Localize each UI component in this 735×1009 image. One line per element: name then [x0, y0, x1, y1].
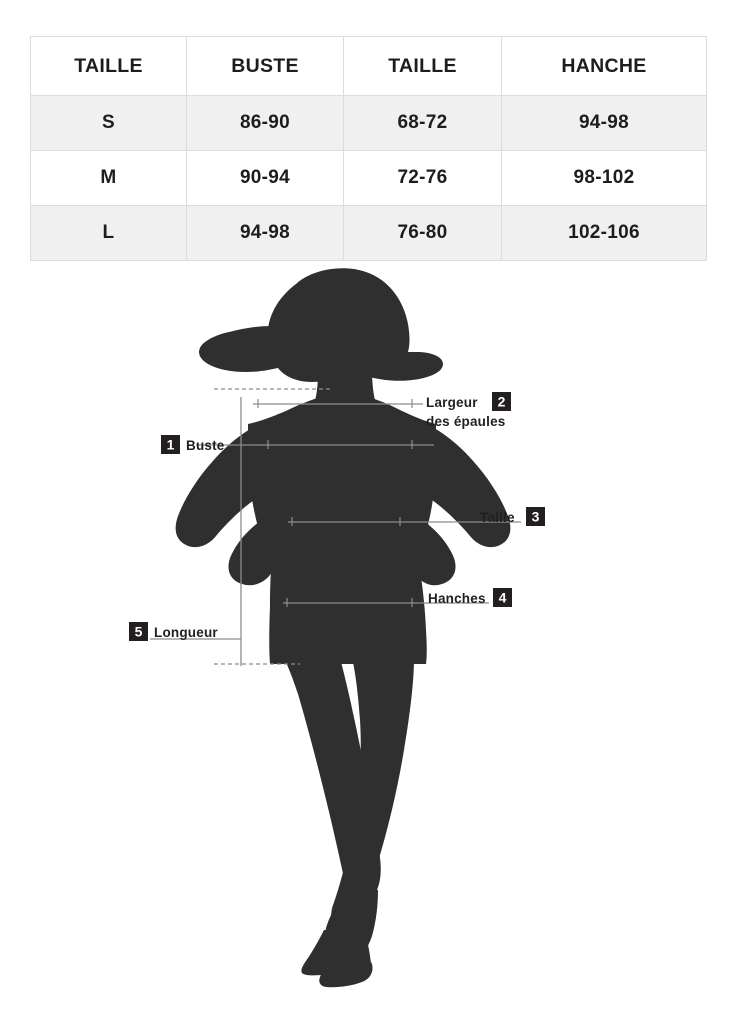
- left-arm-shape: [175, 428, 300, 586]
- badge-2-box: [492, 392, 511, 411]
- table-cell-size: S: [30, 95, 187, 151]
- table-header-row: TAILLE BUSTE TAILLE HANCHE: [30, 36, 707, 96]
- badge-4-box: [493, 588, 512, 607]
- label-waist-text: Taille: [480, 510, 515, 525]
- label-hips-text: Hanches: [428, 591, 486, 606]
- female-silhouette-figure: [175, 268, 511, 988]
- measurement-diagram: 1 Buste Largeur des épaules 2 Taille 3 H…: [0, 258, 735, 1003]
- table-cell-waist: 76-80: [343, 205, 502, 261]
- badge-1-box: [161, 435, 180, 454]
- skirt-shape: [269, 558, 427, 664]
- badge-3-box: [526, 507, 545, 526]
- badge-1-number: 1: [167, 437, 175, 453]
- table-cell-bust: 94-98: [186, 205, 344, 261]
- label-bust-text: Buste: [186, 438, 225, 453]
- badge-5-box: [129, 622, 148, 641]
- measurement-label-bust: 1 Buste: [161, 435, 225, 454]
- size-chart-table-container: TAILLE BUSTE TAILLE HANCHE S 86-90 68-72…: [30, 36, 707, 261]
- label-shoulder-width-line2: des épaules: [426, 414, 506, 429]
- label-length-text: Longueur: [154, 625, 218, 640]
- table-row: S 86-90 68-72 94-98: [30, 95, 707, 151]
- table-cell-hip: 94-98: [501, 95, 707, 151]
- right-leg-shape: [332, 658, 414, 912]
- torso-shape: [248, 394, 436, 436]
- right-foot-shape: [319, 952, 373, 988]
- badge-5-number: 5: [135, 624, 143, 640]
- table-cell-waist: 68-72: [343, 95, 502, 151]
- measurement-lines: [150, 388, 521, 666]
- table-cell-bust: 86-90: [186, 95, 344, 151]
- table-row: L 94-98 76-80 102-106: [30, 205, 707, 261]
- measurement-label-waist: Taille 3: [480, 507, 545, 526]
- table-cell-bust: 90-94: [186, 150, 344, 206]
- size-chart-table: TAILLE BUSTE TAILLE HANCHE S 86-90 68-72…: [30, 36, 707, 261]
- table-cell-size: L: [30, 205, 187, 261]
- hat-brim-left: [204, 326, 287, 369]
- right-arm-shape: [392, 428, 511, 586]
- table-header-cell: BUSTE: [186, 36, 344, 96]
- table-cell-size: M: [30, 150, 187, 206]
- table-header-cell: HANCHE: [501, 36, 707, 96]
- table-cell-hip: 98-102: [501, 150, 707, 206]
- measurement-label-shoulder-width: Largeur des épaules 2: [426, 392, 511, 429]
- badge-4-number: 4: [499, 590, 507, 606]
- table-cell-hip: 102-106: [501, 205, 707, 261]
- body-block: [249, 436, 436, 562]
- measurement-label-hips: Hanches 4: [428, 588, 512, 607]
- table-row: M 90-94 72-76 98-102: [30, 150, 707, 206]
- badge-3-number: 3: [532, 509, 540, 525]
- badge-2-number: 2: [498, 394, 506, 410]
- label-shoulder-width-line1: Largeur: [426, 395, 478, 410]
- table-cell-waist: 72-76: [343, 150, 502, 206]
- measurement-label-length: 5 Longueur: [129, 622, 218, 641]
- table-header-cell: TAILLE: [30, 36, 187, 96]
- table-header-cell: TAILLE: [343, 36, 502, 96]
